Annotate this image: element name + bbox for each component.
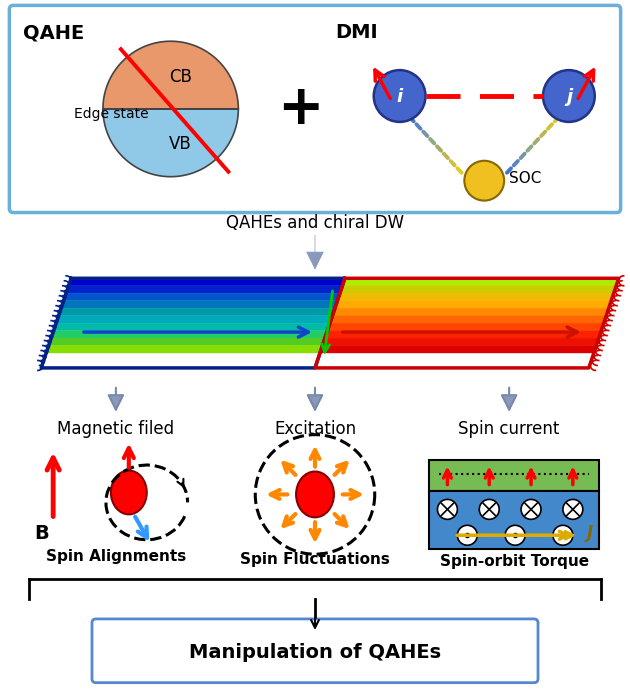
Text: Edge state: Edge state [74,107,148,121]
Circle shape [457,525,478,545]
Text: i: i [396,88,403,106]
Text: DMI: DMI [335,23,377,42]
Circle shape [479,499,499,519]
Polygon shape [59,308,335,316]
Text: SOC: SOC [509,172,542,186]
Polygon shape [66,286,342,293]
Text: CB: CB [169,68,192,86]
Circle shape [437,499,457,519]
Polygon shape [328,323,604,330]
Text: J: J [587,524,593,542]
Text: Spin-orbit Torque: Spin-orbit Torque [440,554,588,569]
Polygon shape [69,279,345,286]
Circle shape [543,70,595,122]
Circle shape [464,161,504,201]
Circle shape [563,499,583,519]
Circle shape [521,499,541,519]
Polygon shape [49,338,325,346]
Text: Spin Fluctuations: Spin Fluctuations [240,552,390,567]
Polygon shape [338,293,614,301]
Text: Spin Alignments: Spin Alignments [46,550,186,564]
Circle shape [505,525,525,545]
Polygon shape [103,41,238,109]
Polygon shape [54,323,330,330]
Polygon shape [330,316,606,323]
Polygon shape [320,346,596,353]
FancyBboxPatch shape [9,6,621,213]
Polygon shape [56,316,333,323]
Text: VB: VB [169,135,192,153]
Circle shape [374,70,425,122]
Polygon shape [61,301,338,308]
Text: QAHEs and chiral DW: QAHEs and chiral DW [226,214,404,232]
Circle shape [553,525,573,545]
Ellipse shape [296,472,334,517]
Polygon shape [46,346,323,353]
Text: Excitation: Excitation [274,420,356,438]
Text: QAHE: QAHE [23,23,84,42]
Bar [430,460,598,491]
Polygon shape [333,308,609,316]
Polygon shape [323,338,598,346]
Text: +: + [277,82,323,136]
Text: j: j [566,88,572,106]
Polygon shape [103,109,238,176]
Polygon shape [325,330,601,338]
Text: Magnetic filed: Magnetic filed [57,420,175,438]
Polygon shape [340,286,616,293]
Bar [430,491,598,550]
Text: B: B [34,524,49,543]
Polygon shape [335,301,611,308]
Text: Spin current: Spin current [459,420,560,438]
Text: Manipulation of QAHEs: Manipulation of QAHEs [189,643,441,662]
FancyBboxPatch shape [92,619,538,682]
Polygon shape [342,279,619,286]
Ellipse shape [111,470,147,514]
Polygon shape [64,293,340,301]
Polygon shape [51,330,328,338]
